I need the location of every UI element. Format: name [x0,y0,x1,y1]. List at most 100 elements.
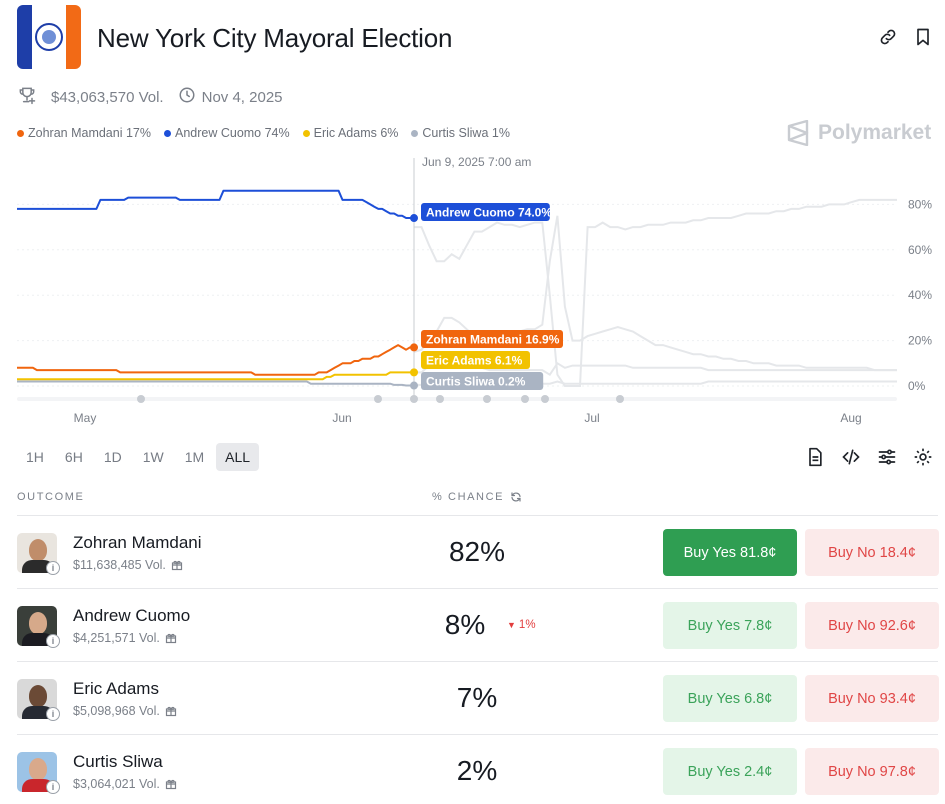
sliders-icon[interactable] [877,447,897,467]
gift-icon [171,560,183,571]
legend-item: Zohran Mamdani 17% [17,126,151,140]
outcome-name: Eric Adams [73,679,159,698]
legend-dot [411,129,419,137]
outcome-name: Curtis Sliwa [73,752,163,771]
x-tick-label: May [74,411,97,425]
series-line [17,189,414,219]
timeline-event-dot [616,395,624,403]
outcome-column-header: OUTCOME [17,491,85,503]
end-date: Nov 4, 2025 [201,88,283,106]
y-tick-label: 20% [908,334,932,348]
buy-yes-button[interactable]: Buy Yes 7.8¢ [663,602,797,649]
divider [17,515,938,516]
market-header: New York City Mayoral Election [17,5,929,71]
future-series-line [414,361,897,377]
hover-label: Curtis Sliwa 0.2% [426,375,526,389]
hover-label: Eric Adams 6.1% [426,354,523,368]
chance-change: ▼ 1% [507,619,536,631]
embed-code-icon[interactable] [841,447,861,467]
outcome-row-sliwa[interactable]: i Curtis Sliwa $3,064,021 Vol. 2% Buy Ye… [17,735,939,804]
hover-date: Jun 9, 2025 7:00 am [422,155,531,169]
gift-icon [165,706,176,717]
legend-dot [163,129,171,137]
y-tick-label: 80% [908,197,932,211]
timeline-event-dot [374,395,382,403]
series-endpoint [410,368,418,377]
time-range-selector: 1H 6H 1D 1W 1M ALL [17,443,262,471]
divider [17,734,938,735]
legend-dot [17,129,24,137]
price-chart[interactable]: 80% 60% 40% 20% 0% May Jun Jul Aug Jun 9, 2025 7:… [0,150,945,432]
outcome-row-cuomo[interactable]: i Andrew Cuomo $4,251,571 Vol. 8% ▼ 1% Bu… [17,589,939,662]
range-1m[interactable]: 1M [184,449,205,465]
legend-item: Andrew Cuomo 74% [163,126,290,140]
range-all[interactable]: ALL [216,443,260,471]
document-icon[interactable] [805,447,825,467]
timeline-event-dot [541,395,549,403]
market-meta: $43,063,570 Vol. Nov 4, 2025 [17,86,283,108]
y-tick-label: 40% [908,288,932,302]
buy-no-button[interactable]: Buy No 92.6¢ [805,602,939,649]
x-tick-label: Jun [332,411,351,425]
hover-label: Zohran Mamdani 16.9% [426,333,560,347]
polymarket-logo-icon [787,120,809,146]
outcome-name: Zohran Mamdani [73,533,202,552]
trophy-icon [17,85,37,109]
buy-yes-button[interactable]: Buy Yes 2.4¢ [663,748,797,795]
page-title: New York City Mayoral Election [97,23,453,53]
legend-item: Eric Adams 6% [302,126,398,140]
timeline-event-dot [410,395,418,403]
divider [17,588,938,589]
total-volume: $43,063,570 Vol. [51,88,164,106]
series-endpoint [410,214,418,223]
range-1d[interactable]: 1D [103,449,122,465]
chance-column-header: % CHANCE [432,491,522,503]
buy-no-button[interactable]: Buy No 18.4¢ [805,529,939,576]
range-1h[interactable]: 1H [26,449,44,465]
avatar [17,679,57,719]
buy-yes-button[interactable]: Buy Yes 6.8¢ [663,675,797,722]
down-triangle-icon: ▼ [507,620,516,630]
legend-item: Curtis Sliwa 1% [411,126,510,140]
timeline-event-dot [436,395,444,403]
outcome-row-adams[interactable]: i Eric Adams $5,098,968 Vol. 7% Buy Yes … [17,662,939,735]
y-tick-label: 0% [908,379,926,393]
buy-yes-button[interactable]: Buy Yes 81.8¢ [663,529,797,576]
outcome-chance: 2% [456,755,498,786]
series-line [17,344,414,376]
gift-icon [165,779,176,790]
bookmark-icon[interactable] [913,27,933,47]
timeline-event-dot [521,395,529,403]
buy-no-button[interactable]: Buy No 93.4¢ [805,675,939,722]
outcome-volume: $5,098,968 Vol. [73,704,177,718]
series-line [17,380,414,387]
info-icon[interactable]: i [46,780,60,794]
range-1w[interactable]: 1W [142,449,164,465]
series-endpoint [410,381,418,390]
hover-label-bg [421,351,530,369]
info-icon[interactable]: i [46,561,60,575]
x-tick-label: Aug [840,411,861,425]
y-tick-label: 60% [908,243,932,257]
info-icon[interactable]: i [46,707,60,721]
hover-label-bg [421,330,563,348]
outcome-chance: 7% [456,682,498,713]
legend-dot [302,129,310,137]
nyc-flag-icon [17,5,81,69]
info-icon[interactable]: i [46,634,60,648]
link-icon[interactable] [878,27,898,47]
polymarket-watermark: Polymarket [786,120,931,146]
outcome-volume: $11,638,485 Vol. [73,558,183,572]
settings-gear-icon[interactable] [913,447,933,467]
series-line [17,371,414,381]
avatar [17,606,57,646]
hover-label-bg [421,203,550,221]
series-endpoint [410,343,418,352]
buy-no-button[interactable]: Buy No 97.8¢ [805,748,939,795]
range-6h[interactable]: 6H [64,449,83,465]
hover-label-bg [421,372,544,390]
outcome-name: Andrew Cuomo [73,606,191,625]
outcome-row-mamdani[interactable]: i Zohran Mamdani $11,638,485 Vol. 82% Bu… [17,516,939,589]
future-series-line [414,198,897,387]
x-tick-label: Jul [584,411,599,425]
